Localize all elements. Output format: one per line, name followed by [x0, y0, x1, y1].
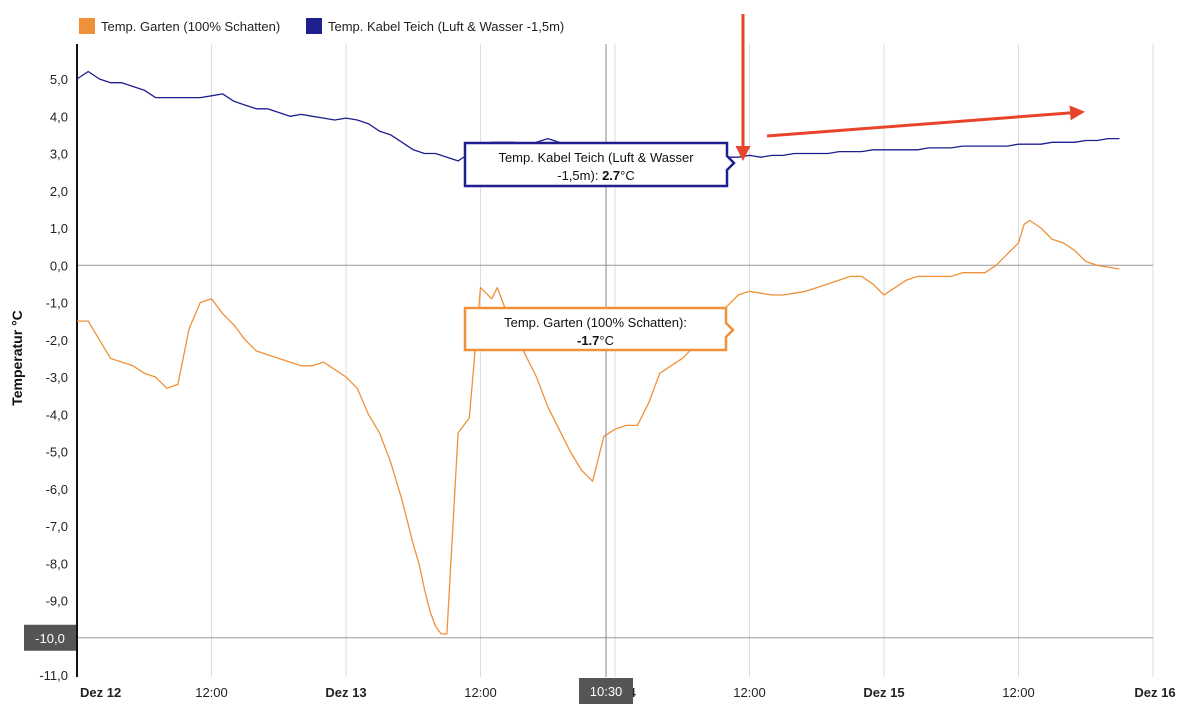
x-tick-label: 12:00: [733, 685, 766, 700]
x-tick-label: Dez 15: [863, 685, 904, 700]
tooltip-kabel-teich-value: 2.7: [602, 168, 620, 183]
x-crosshair-badge: 10:30: [579, 678, 634, 704]
tooltip-kabel-teich: Temp. Kabel Teich (Luft & Wasser -1,5m):…: [463, 141, 736, 188]
x-tick-label: Dez 16: [1134, 685, 1175, 700]
y-tick-label: 3,0: [50, 147, 68, 162]
y-tick-label: -6,0: [46, 482, 68, 497]
x-tick-label: Dez 12: [80, 685, 121, 700]
legend-swatch-garten: [79, 18, 95, 34]
legend-item-garten[interactable]: Temp. Garten (100% Schatten): [79, 18, 280, 34]
tooltip-kabel-teich-title: Temp. Kabel Teich (Luft & Wasser: [498, 150, 694, 165]
series-line-garten: [77, 219, 1120, 635]
y-tick-label: -8,0: [46, 556, 68, 571]
y-tick-label: -11,0: [39, 668, 68, 683]
tooltip-kabel-teich-value-line: -1,5m): 2.7°C: [557, 168, 634, 183]
legend-swatch-kabel-teich: [306, 18, 322, 34]
y-tick-label: -9,0: [46, 594, 68, 609]
y-tick-label: -7,0: [46, 519, 68, 534]
tooltip-garten-title: Temp. Garten (100% Schatten):: [504, 315, 687, 330]
y-tick-label: 4,0: [50, 109, 68, 124]
tooltip-garten-value: -1.7: [577, 333, 599, 348]
y-highlight-badge-label: -10,0: [35, 631, 65, 646]
y-tick-label: -2,0: [46, 333, 68, 348]
annotation-arrow-trend: [766, 105, 1085, 138]
y-tick-label: 2,0: [50, 184, 68, 199]
y-tick-label: 5,0: [50, 72, 68, 87]
y-tick-label: 1,0: [50, 221, 68, 236]
tooltip-garten: Temp. Garten (100% Schatten): -1.7°C: [463, 306, 735, 352]
legend-label-kabel-teich: Temp. Kabel Teich (Luft & Wasser -1,5m): [328, 19, 564, 34]
x-tick-label: Dez 13: [325, 685, 366, 700]
legend-item-kabel-teich[interactable]: Temp. Kabel Teich (Luft & Wasser -1,5m): [306, 18, 564, 34]
annotations: [735, 14, 1085, 161]
y-tick-label: -5,0: [46, 445, 68, 460]
y-tick-label: -1,0: [46, 296, 68, 311]
x-crosshair-badge-label: 10:30: [590, 684, 623, 699]
grid: [77, 44, 1154, 677]
x-tick-label: 12:00: [464, 685, 497, 700]
y-tick-label: 0,0: [50, 258, 68, 273]
y-axis-ticks: 5,0 4,0 3,0 2,0 1,0 0,0 -1,0 -2,0 -3,0 -4,0 -5,0 -6…: [39, 72, 68, 683]
y-tick-label: -4,0: [46, 407, 68, 422]
y-highlight-badge: -10,0: [24, 624, 76, 651]
x-tick-label: 12:00: [195, 685, 228, 700]
x-tick-label: 12:00: [1002, 685, 1035, 700]
legend-label-garten: Temp. Garten (100% Schatten): [101, 19, 280, 34]
y-axis-label: Temperatur °C: [9, 310, 25, 406]
tooltip-garten-value-line: -1.7°C: [577, 333, 614, 348]
legend: Temp. Garten (100% Schatten) Temp. Kabel…: [79, 18, 564, 34]
y-tick-label: -3,0: [46, 370, 68, 385]
